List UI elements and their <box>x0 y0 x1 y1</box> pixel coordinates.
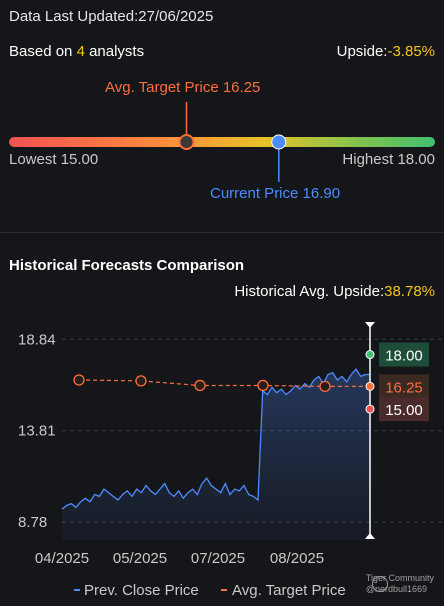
close-price-line <box>61 368 370 510</box>
badge-label: 18.00 <box>385 348 423 365</box>
x-tick-label: 04/2025 <box>35 550 89 567</box>
target-point <box>135 375 147 387</box>
badge-point <box>365 381 375 391</box>
x-tick-label: 05/2025 <box>113 550 167 567</box>
historical-upside: Historical Avg. Upside:38.78% <box>234 283 435 300</box>
y-tick-label: 18.84 <box>18 331 56 348</box>
last-updated-date: 27/06/2025 <box>138 8 214 25</box>
upside-value: -3.85% <box>387 43 435 60</box>
y-tick-label: 13.81 <box>18 423 56 440</box>
crosshair-bottom-handle[interactable] <box>365 533 375 539</box>
analyst-count-text: Based on 4 analysts <box>9 43 144 60</box>
based-suffix: analysts <box>84 43 145 60</box>
badge-point <box>365 404 375 414</box>
lowest-label: Lowest 15.00 <box>9 151 99 168</box>
badge-point <box>365 350 375 360</box>
price-target-gauge <box>9 102 435 182</box>
watermark-line1: Tiger Community <box>365 573 434 583</box>
badge-label: 16.25 <box>385 379 423 396</box>
target-point <box>194 379 206 392</box>
target-marker <box>178 134 195 150</box>
watermark-line2: @nerdbull1669 <box>365 584 427 594</box>
badge-label: 15.00 <box>385 402 423 419</box>
last-updated-label: Data Last Updated: <box>9 8 139 25</box>
avg-target-line <box>78 379 370 387</box>
x-tick-label: 08/2025 <box>270 550 324 567</box>
target-point <box>319 380 331 393</box>
historical-chart[interactable]: 18.84 13.81 8.78 04/2025 05/2025 07/2025 08/2… <box>0 315 444 606</box>
section-divider <box>0 232 444 233</box>
avg-target-label: Avg. Target Price 16.25 <box>105 79 261 96</box>
crosshair-top-handle[interactable] <box>365 322 375 328</box>
upside-label: Upside: <box>336 43 388 60</box>
badge-box <box>379 397 429 422</box>
current-marker <box>271 134 287 150</box>
analyst-count: 4 <box>76 43 85 60</box>
target-point <box>257 379 269 392</box>
target-point <box>73 374 85 386</box>
badge-box <box>379 342 429 367</box>
target-legend-label: Avg. Target Price <box>232 582 346 599</box>
upside-text: Upside:-3.85% <box>337 43 435 60</box>
highest-label: Highest 18.00 <box>342 151 435 168</box>
based-prefix: Based on <box>9 43 77 60</box>
close-legend-label: Prev. Close Price <box>84 582 199 599</box>
historical-upside-label: Historical Avg. Upside: <box>234 283 385 300</box>
historical-upside-value: 38.78% <box>384 283 435 300</box>
y-tick-label: 8.78 <box>18 514 47 531</box>
historical-title: Historical Forecasts Comparison <box>9 257 245 274</box>
watermark: Tiger Community @nerdbull1669 <box>366 573 434 595</box>
close-price-area <box>62 369 370 540</box>
x-tick-label: 07/2025 <box>191 550 245 567</box>
last-updated: Data Last Updated:27/06/2025 <box>9 8 213 25</box>
current-price-label: Current Price 16.90 <box>210 185 341 202</box>
tiger-logo-icon <box>372 576 388 592</box>
gauge-bar <box>9 137 435 147</box>
badge-box <box>379 374 429 399</box>
